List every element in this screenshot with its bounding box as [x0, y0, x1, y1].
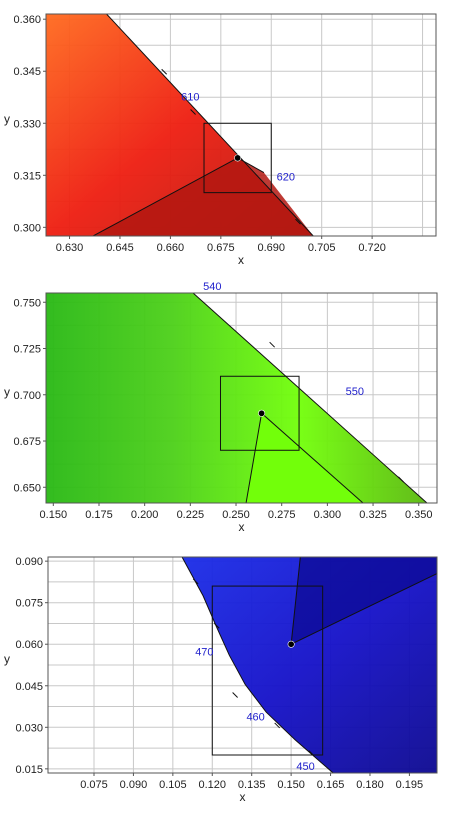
chart-red-y-tick-label: 0.315 [13, 170, 41, 182]
chart-blue-locus-tick [232, 692, 238, 698]
chart-green-x-tick-label: 0.150 [40, 509, 68, 521]
chart-blue-x-tick-label: 0.075 [80, 779, 108, 791]
chart-red-tolerance-box [203, 122, 272, 194]
chart-blue-frame [47, 556, 438, 774]
chart-green-locus-tick [398, 476, 404, 483]
chart-green-x-axis-label: x [239, 520, 245, 534]
chart-green-gamut-fill [46, 293, 427, 503]
chart-red-frame [45, 13, 437, 237]
chart-blue-y-tick-label: 0.045 [15, 681, 43, 693]
chart-green-subregion-fill [246, 413, 364, 503]
chart-green-x-tick-label: 0.275 [268, 509, 296, 521]
chart-red-x-axis-label: x [238, 253, 244, 267]
chart-red-x-tick-label: 0.720 [358, 242, 386, 254]
chart-green-x-tick-label: 0.175 [85, 509, 113, 521]
chart-blue-x-tick-label: 0.090 [120, 779, 148, 791]
chart-red-locus-tick [190, 109, 196, 115]
chart-red-x-tick-label: 0.660 [157, 242, 185, 254]
chart-green-tolerance-box [219, 375, 300, 451]
chart-green-spectral-locus [192, 293, 428, 503]
chart-blue-y-tick-label: 0.060 [15, 639, 43, 651]
chart-blue-locus-tick [213, 622, 220, 629]
chart-blue-x-tick-label: 0.180 [356, 779, 384, 791]
chart-green-x-tick-label: 0.250 [222, 509, 250, 521]
chart-blue-x-tick-label: 0.150 [277, 779, 305, 791]
chart-red-locus-tick [295, 218, 301, 225]
chart-blue-wavelength-label: 470 [195, 646, 213, 658]
chart-blue-y-tick-label: 0.075 [15, 598, 43, 610]
chart-red-x-tick-label: 0.630 [56, 242, 84, 254]
chart-red-data-point [234, 154, 242, 162]
chart-blue-wavelength-label: 450 [296, 761, 314, 773]
chart-blue-plot-area [48, 557, 437, 773]
chart-red-y-tick-label: 0.360 [13, 14, 41, 26]
chart-blue-y-tick-label: 0.090 [15, 556, 43, 568]
chart-red-locus-tick [161, 68, 168, 75]
chart-blue-x-tick-label: 0.105 [159, 779, 187, 791]
chart-red-y-tick-label: 0.300 [13, 222, 41, 234]
chart-red-x-tick-label: 0.690 [257, 242, 285, 254]
chart-blue-y-tick-label: 0.030 [15, 722, 43, 734]
chart-red-x-tick-label: 0.675 [207, 242, 235, 254]
chart-green-y-tick-label: 0.725 [13, 344, 41, 356]
chart-green-plot-area [46, 293, 437, 503]
chart-blue-wavelength-label: 460 [246, 711, 264, 723]
chart-blue-locus-tick [192, 578, 199, 585]
chart-red-wavelength-label: 620 [277, 172, 295, 184]
chart-blue-spectral-locus [181, 557, 334, 773]
chart-red-spectral-locus [106, 14, 314, 236]
chart-green-y-tick-label: 0.750 [13, 297, 41, 309]
chart-blue-x-tick-label: 0.165 [317, 779, 345, 791]
chart-red-wavelength-label: 610 [181, 92, 199, 104]
chart-blue-x-tick-label: 0.120 [199, 779, 227, 791]
chart-green-x-tick-label: 0.325 [359, 509, 387, 521]
chart-blue-tolerance-box [211, 585, 324, 756]
chart-green-x-tick-label: 0.350 [405, 509, 433, 521]
chart-green-x-tick-label: 0.300 [314, 509, 342, 521]
chart-blue-y-axis-label: y [4, 652, 10, 666]
chart-green-y-axis-label: y [4, 385, 10, 399]
chart-green-data-point [258, 409, 266, 417]
chart-green-y-tick-label: 0.700 [13, 390, 41, 402]
chart-green-x-tick-label: 0.200 [131, 509, 159, 521]
chart-blue-x-tick-label: 0.195 [396, 779, 424, 791]
chart-blue-subregion-fill [291, 557, 437, 645]
chart-green-wavelength-label: 540 [203, 281, 221, 293]
chart-blue-data-point [287, 640, 295, 648]
chart-green-locus-tick [269, 341, 276, 348]
chart-blue-locus-tick [274, 722, 281, 729]
chart-green-y-tick-label: 0.675 [13, 436, 41, 448]
chart-green-x-tick-label: 0.225 [177, 509, 205, 521]
chart-blue-x-tick-label: 0.135 [238, 779, 266, 791]
chart-green-y-tick-label: 0.650 [13, 482, 41, 494]
chart-red-plot-area [46, 14, 436, 236]
chart-red-x-tick-label: 0.705 [308, 242, 336, 254]
chart-red-y-tick-label: 0.330 [13, 118, 41, 130]
chart-blue-x-axis-label: x [240, 790, 246, 804]
chart-red-y-axis-label: y [4, 112, 10, 126]
chart-blue-gamut-fill [182, 557, 437, 773]
chart-red-x-tick-label: 0.645 [106, 242, 134, 254]
chart-blue-y-tick-label: 0.015 [15, 764, 43, 776]
chart-green-frame [45, 292, 438, 504]
chart-red-y-tick-label: 0.345 [13, 66, 41, 78]
chart-green-wavelength-label: 550 [346, 386, 364, 398]
